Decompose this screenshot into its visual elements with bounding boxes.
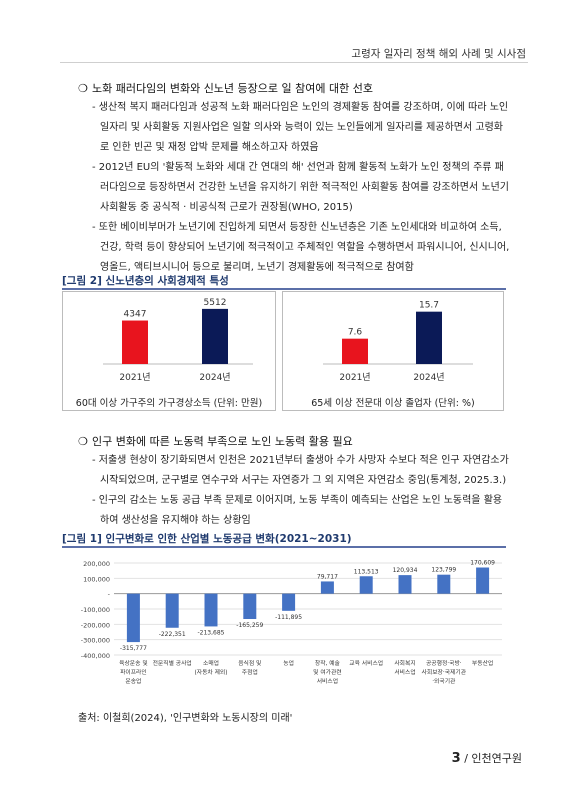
data-label: -165,259	[236, 622, 263, 629]
x-tick-label: 음식점 및	[238, 659, 261, 667]
bar-2	[204, 593, 218, 627]
circle-bullet-icon: ❍	[78, 82, 88, 95]
data-label: 120,934	[393, 567, 418, 574]
x-tick-label: 2024년	[413, 372, 444, 383]
data-label: 7.6	[348, 328, 363, 338]
source-note: 출처: 이철희(2024), '인구변화와 노동시장의 미래'	[78, 713, 293, 724]
bar-9	[476, 567, 490, 594]
section2-heading: ❍ 인구 변화에 따른 노동력 부족으로 노인 노동력 활용 필요	[78, 433, 353, 449]
chart-income-box: 4347 2021년 5512 2024년	[62, 291, 276, 411]
chart-income: 4347 2021년 5512 2024년	[103, 298, 253, 383]
x-tick-label: (자동차 제외)	[194, 668, 227, 676]
bar-7	[398, 575, 412, 594]
data-label: 4347	[124, 310, 147, 320]
x-tick-label: 소매업	[203, 659, 219, 667]
y-tick-label: -300,000	[81, 637, 110, 645]
x-tick-label: 및 여가관련	[313, 668, 342, 676]
data-label: 113,513	[354, 568, 379, 575]
bar-3	[243, 593, 257, 620]
y-tick-label: -	[108, 591, 111, 599]
figure1-title: [그림 1] 인구변화로 인한 산업별 노동공급 변화(2021~2031)	[62, 533, 352, 545]
chart-education-box: 7.6 2021년 15.7 2024년	[282, 291, 504, 411]
section1-bullet-3: - 또한 베이비부머가 노년기에 진입하게 되면서 등장한 신노년층은 기존 노…	[92, 222, 510, 273]
bar-0	[126, 593, 140, 643]
x-tick-label: 창작, 예술	[315, 659, 341, 667]
x-tick-label: 2021년	[119, 372, 150, 383]
x-tick-label: 2024년	[199, 372, 230, 383]
figure2-title: [그림 2] 신노년층의 사회경제적 특성	[62, 275, 229, 287]
x-tick-label: 주점업	[242, 668, 258, 676]
chart-income-caption: 60대 이상 가구주의 가구경상소득 (단위: 만원)	[75, 398, 263, 409]
section2-heading-text: 인구 변화에 따른 노동력 부족으로 노인 노동력 활용 필요	[92, 435, 353, 448]
bar-4	[282, 593, 296, 611]
data-label: -222,351	[159, 631, 186, 638]
x-tick-label: 전문직별 공사업	[153, 659, 192, 667]
x-tick-label: 부동산업	[472, 659, 493, 667]
y-tick-label: -400,000	[81, 652, 110, 660]
figure1-title-rule	[62, 546, 506, 548]
data-label: 170,609	[470, 560, 495, 567]
section1-heading-text: 노화 패러다임의 변화와 신노년 등장으로 일 참여에 대한 선호	[92, 82, 373, 95]
section1-bullet-1: - 생산적 복지 패러다임과 성공적 노화 패러다임은 노인의 경제활동 참여를…	[92, 102, 509, 153]
bar-6	[359, 576, 373, 594]
bar-5	[320, 581, 334, 594]
y-tick-label: 100,000	[83, 575, 110, 583]
section2-bullet-2: - 인구의 감소는 노동 공급 부족 문제로 이어지며, 노동 부족이 예측되는…	[92, 495, 503, 526]
header-divider	[60, 62, 528, 63]
data-label: -213,685	[198, 629, 225, 636]
bar-8	[437, 574, 451, 594]
bar-2024년	[416, 311, 442, 364]
y-tick-label: -100,000	[81, 606, 110, 614]
page-footer: 3 / 인천연구원	[452, 750, 522, 766]
data-label: 5512	[204, 298, 227, 308]
data-label: -315,777	[120, 645, 147, 652]
footer-org: / 인천연구원	[464, 752, 522, 765]
x-tick-label: 공공행정·국방·	[426, 659, 462, 667]
x-tick-label: 농업	[283, 659, 294, 667]
chart-labor-box: 200,000 100,000 - -100,000 -200,000 -300,000 -…	[62, 551, 504, 699]
x-tick-label: 서비스업	[317, 677, 338, 685]
section2-bullet-1: - 저출생 현상이 장기화되면서 인천은 2021년부터 출생아 수가 사망자 …	[92, 455, 509, 486]
x-tick-label: 2021년	[339, 372, 370, 383]
bar-1	[165, 593, 179, 628]
figure2-title-rule	[62, 288, 506, 290]
circle-bullet-icon: ❍	[78, 435, 88, 448]
x-tick-label: 파이프라인	[120, 668, 147, 676]
x-tick-label: 사회보장·국제기관	[422, 668, 467, 676]
x-tick-label: 운송업	[125, 677, 141, 685]
data-label: 123,799	[431, 567, 456, 574]
section2-body: - 저출생 현상이 장기화되면서 인천은 2021년부터 출생아 수가 사망자 …	[92, 451, 510, 531]
bar-2021년	[342, 338, 368, 364]
y-tick-label: -200,000	[81, 621, 110, 629]
page-number: 3	[451, 751, 461, 766]
x-tick-label: 사회복지	[394, 659, 415, 667]
y-tick-label: 200,000	[83, 560, 110, 568]
x-tick-label: ·외국기관	[432, 677, 456, 685]
x-tick-label: 육상운송 및	[119, 659, 148, 667]
section1-bullet-2: - 2012년 EU의 '활동적 노화와 세대 간 연대의 해' 선언과 함께 …	[92, 162, 509, 213]
x-tick-label: 서비스업	[394, 668, 415, 676]
section1-body: - 생산적 복지 패러다임과 성공적 노화 패러다임은 노인의 경제활동 참여를…	[92, 98, 510, 278]
data-label: -111,895	[275, 614, 302, 621]
data-label: 15.7	[419, 301, 439, 311]
section1-heading: ❍ 노화 패러다임의 변화와 신노년 등장으로 일 참여에 대한 선호	[78, 80, 373, 96]
header-title: 고령자 일자리 정책 해외 사례 및 시사점	[351, 48, 526, 60]
bar-2021년	[122, 320, 148, 364]
bar-2024년	[202, 308, 228, 364]
x-tick-label: 교육 서비스업	[349, 659, 383, 667]
chart-education: 7.6 2021년 15.7 2024년	[323, 301, 473, 383]
data-label: 79,717	[317, 573, 338, 580]
chart-education-caption: 65세 이상 전문대 이상 졸업자 (단위: %)	[311, 398, 475, 409]
chart-labor-supply: 200,000 100,000 - -100,000 -200,000 -300,000 -…	[81, 560, 502, 685]
